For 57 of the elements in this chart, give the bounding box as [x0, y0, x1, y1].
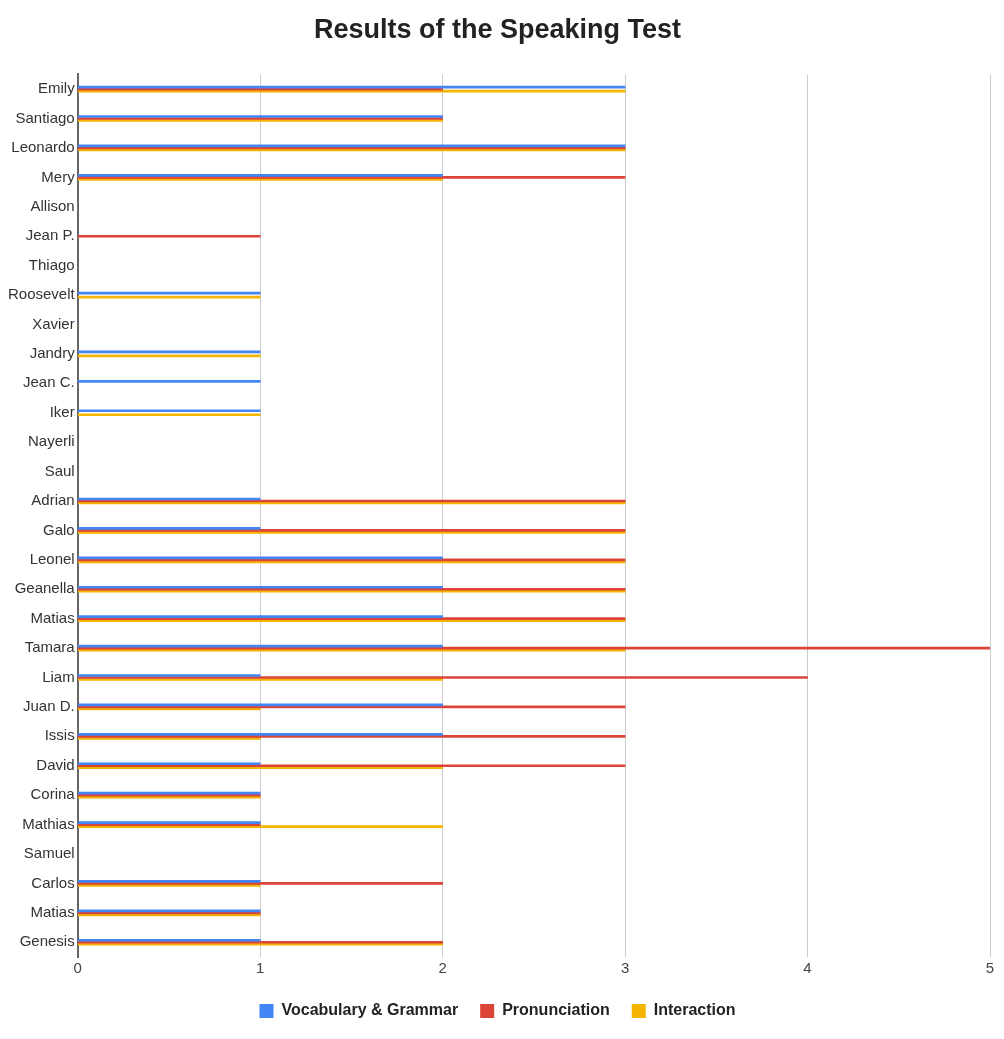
y-tick-label: Thiago: [28, 255, 75, 273]
legend-label: Pronunciation: [502, 1001, 610, 1019]
bar: [77, 585, 443, 589]
bar: [77, 764, 626, 768]
x-tick-label: 1: [255, 959, 265, 977]
bar: [77, 674, 261, 677]
bar: [77, 615, 443, 618]
y-tick-label: Jandry: [29, 344, 76, 362]
y-tick-label: Santiago: [15, 108, 75, 126]
bar: [77, 676, 808, 679]
bar: [77, 379, 261, 383]
y-tick-label: Jean C.: [23, 373, 75, 391]
y-tick-label: Nayerli: [28, 432, 75, 450]
bar: [77, 527, 261, 530]
y-tick-label: Matias: [30, 903, 75, 921]
legend-label: Vocabulary & Grammar: [281, 1001, 459, 1019]
y-tick-label: Xavier: [32, 314, 75, 332]
bar: [77, 880, 261, 883]
y-tick-label: Geanella: [14, 579, 76, 597]
legend-label: Interaction: [653, 1001, 736, 1019]
y-tick-label: David: [36, 755, 75, 773]
y-tick-label: Liam: [42, 667, 75, 685]
y-tick-label: Galo: [43, 520, 75, 538]
y-tick-label: Samuel: [23, 844, 75, 862]
bar: [77, 733, 443, 736]
y-tick-label: Adrian: [31, 491, 75, 509]
x-tick-label: 5: [985, 959, 995, 977]
x-tick-label: 2: [438, 959, 447, 977]
y-tick-label: Matias: [30, 608, 75, 626]
y-tick-label: Allison: [30, 196, 75, 214]
y-tick-label: Jean P.: [25, 226, 75, 244]
y-tick-label: Iker: [49, 402, 75, 420]
x-tick-label: 3: [620, 959, 630, 977]
y-tick-label: Corina: [30, 785, 76, 803]
y-tick-label: Carlos: [31, 873, 75, 891]
bar: [77, 762, 261, 766]
y-tick-label: Saul: [44, 461, 75, 479]
chart-title: Results of the Speaking Test: [313, 13, 682, 44]
y-tick-label: Roosevelt: [8, 285, 76, 303]
bar: [77, 174, 443, 177]
y-tick-label: Leonardo: [11, 138, 75, 156]
x-tick-label: 4: [803, 959, 812, 977]
y-tick-label: Genesis: [19, 932, 75, 950]
y-tick-label: Emily: [38, 79, 76, 97]
y-tick-label: Issis: [44, 726, 75, 744]
y-tick-label: Tamara: [24, 638, 76, 656]
y-tick-label: Mery: [41, 167, 76, 185]
bar: [77, 938, 261, 942]
x-tick-label: 0: [73, 959, 82, 977]
y-tick-label: Leonel: [29, 549, 75, 567]
bar: [77, 409, 261, 413]
y-tick-label: Juan D.: [23, 697, 75, 715]
bar: [77, 234, 261, 238]
y-tick-label: Mathias: [22, 814, 75, 832]
bar: [77, 882, 443, 885]
bar: [77, 825, 443, 828]
bar: [77, 413, 261, 417]
